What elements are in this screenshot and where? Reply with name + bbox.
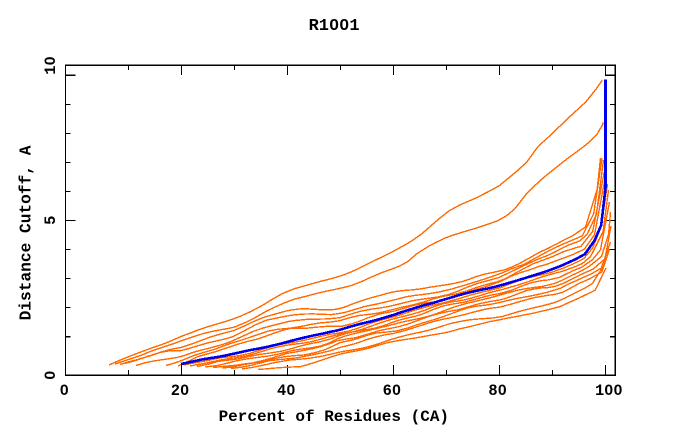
svg-text:Percent of Residues (CA): Percent of Residues (CA) — [219, 408, 449, 426]
svg-text:60: 60 — [383, 382, 401, 400]
svg-text:20: 20 — [171, 382, 189, 400]
svg-text:40: 40 — [277, 382, 295, 400]
svg-text:80: 80 — [488, 382, 506, 400]
svg-text:10: 10 — [42, 56, 60, 74]
svg-text:Distance Cutoff, A: Distance Cutoff, A — [18, 145, 36, 320]
svg-text:5: 5 — [42, 216, 60, 225]
svg-text:R1001: R1001 — [309, 17, 360, 36]
